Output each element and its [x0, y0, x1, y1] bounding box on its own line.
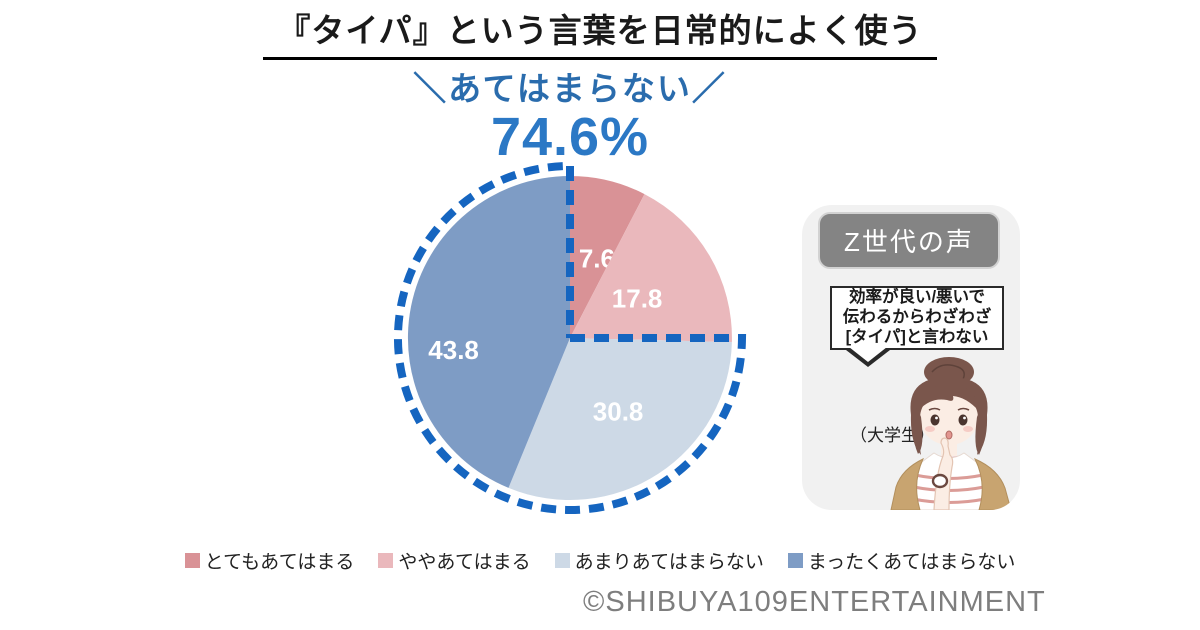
legend-label-3: あまりあてはまらない [574, 552, 764, 573]
legend-label-4: まったくあてはまらない [807, 552, 1016, 573]
pie-slice-value-3: 30.8 [593, 397, 644, 427]
legend-swatch-1 [184, 553, 200, 568]
legend-item-3: あまりあてはまらない [554, 547, 764, 574]
speech-bubble-tail-fill [849, 347, 887, 362]
young-woman-illustration [890, 357, 1012, 510]
callout-label: ＼あてはまらない／ [370, 62, 770, 110]
legend-label-2: ややあてはまる [398, 552, 531, 573]
copyright-text: ©SHIBUYA109ENTERTAINMENT [583, 586, 1046, 618]
legend-swatch-2 [378, 553, 394, 568]
pie-slice-1 [570, 175, 645, 338]
quote-line-3: [タイパ]と言わない [845, 327, 989, 346]
left-slash-decoration: ＼ [413, 70, 449, 107]
gen-z-voice-panel: Z世代の声 効率が良い/悪いで 伝わるからわざわざ [タイパ]と言わない （大学… [802, 205, 1020, 510]
highlight-dashed-outline [393, 162, 747, 514]
quote-line-1: 効率が良い/悪いで [848, 288, 986, 307]
speech-bubble: 効率が良い/悪いで 伝わるからわざわざ [タイパ]と言わない [830, 286, 1004, 350]
title-wrap: 『タイパ』という言葉を日常的によく使う [0, 4, 1200, 60]
pie-slice-3 [508, 338, 732, 501]
pie-slice-2 [570, 194, 732, 343]
right-slash-decoration: ／ [691, 70, 727, 107]
legend-label-1: とてもあてはまる [204, 552, 355, 573]
legend-item-1: とてもあてはまる [184, 547, 355, 574]
pie-slice-4 [407, 175, 570, 488]
pie-chart: 7.617.830.843.8 [393, 162, 747, 514]
quote-line-2: 伝わるからわざわざ [842, 308, 992, 327]
callout-percentage: 74.6% [490, 107, 650, 167]
legend: とてもあてはまる ややあてはまる あまりあてはまらない まったくあてはまらない [0, 547, 1200, 574]
highlight-callout: ＼あてはまらない／ 74.6% [370, 62, 770, 165]
pie-slice-value-4: 43.8 [428, 335, 479, 365]
legend-item-2: ややあてはまる [378, 547, 531, 574]
legend-item-4: まったくあてはまらない [787, 547, 1016, 574]
pie-slice-value-2: 17.8 [612, 283, 663, 313]
legend-swatch-3 [554, 553, 570, 568]
legend-swatch-4 [787, 553, 803, 568]
callout-label-text: あてはまらない [448, 70, 692, 107]
voice-panel-header: Z世代の声 [818, 212, 1000, 269]
page-title: 『タイパ』という言葉を日常的によく使う [263, 4, 937, 60]
